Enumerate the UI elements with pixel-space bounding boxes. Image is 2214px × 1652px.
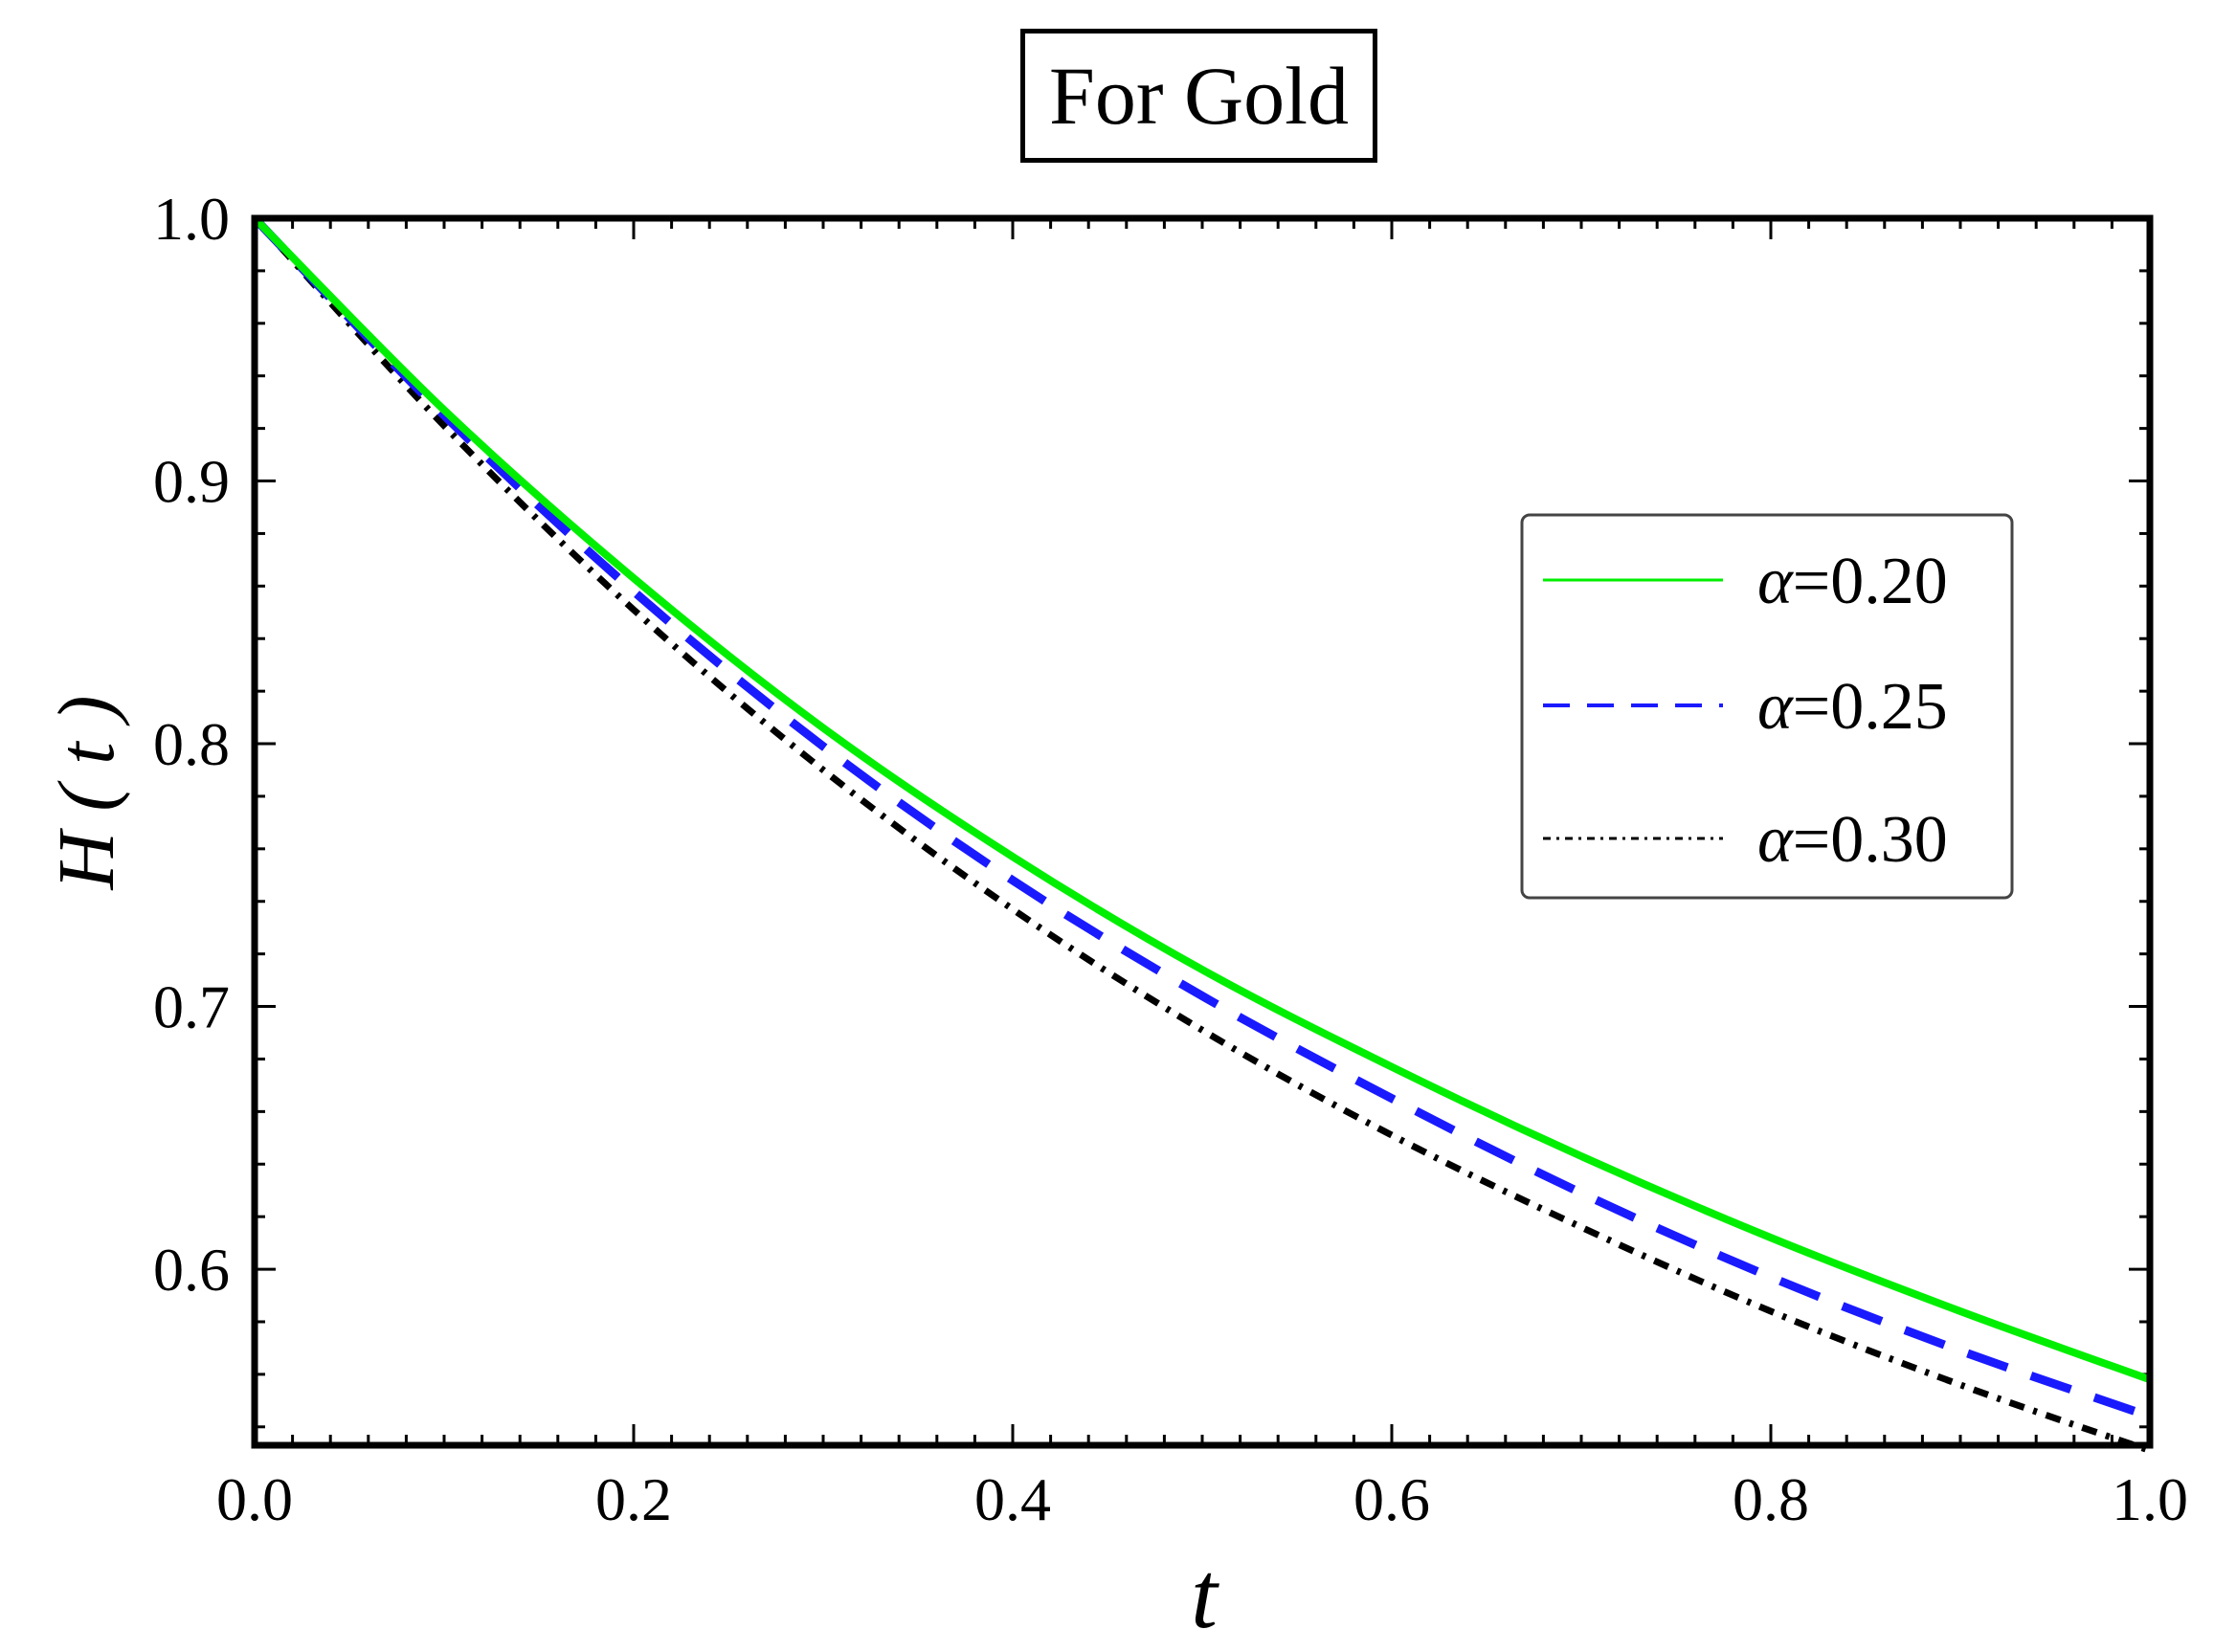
y-tick-label: 0.7 [153, 973, 230, 1041]
legend-label: α=0.20 [1757, 545, 1948, 618]
legend-alpha-symbol: α [1757, 803, 1794, 877]
legend-alpha-value: =0.20 [1793, 545, 1948, 618]
y-axis-label: H ( t ) [42, 696, 131, 891]
x-tick-label: 0.6 [1353, 1465, 1430, 1533]
x-axis-label: t [1191, 1542, 1219, 1648]
legend-label: α=0.30 [1757, 803, 1948, 877]
y-tick-label: 1.0 [153, 185, 230, 253]
legend-alpha-symbol: α [1757, 670, 1794, 744]
x-tick-label: 0.8 [1733, 1465, 1809, 1533]
series-line-solid [252, 215, 2152, 1384]
legend-items: α=0.20α=0.25α=0.30 [1543, 545, 1948, 877]
series-line-dashed [251, 214, 2152, 1421]
legend-alpha-symbol: α [1757, 545, 1794, 618]
y-tick-label: 0.8 [153, 710, 230, 778]
legend-alpha-value: =0.25 [1793, 670, 1948, 744]
chart-title: For Gold [1020, 29, 1377, 163]
y-tick-label: 0.6 [153, 1236, 230, 1304]
tick-labels-layer: 0.0 0.2 0.4 0.6 0.8 1.0 0.6 0.7 0.8 0.9 1.0 [153, 185, 2188, 1533]
y-tick-label: 0.9 [153, 448, 230, 516]
x-tick-label: 0.2 [595, 1465, 672, 1533]
legend-box [1520, 513, 2014, 900]
legend: α=0.20α=0.25α=0.30 [1520, 513, 2014, 900]
legend-label: α=0.25 [1757, 670, 1948, 744]
series-layer [251, 214, 2152, 1454]
legend-alpha-value: =0.30 [1793, 803, 1948, 877]
plot-frame [251, 214, 2154, 1449]
series-line-dashdot [252, 215, 2152, 1454]
x-tick-label: 1.0 [2112, 1465, 2188, 1533]
x-tick-label: 0.4 [974, 1465, 1051, 1533]
x-tick-label: 0.0 [216, 1465, 293, 1533]
